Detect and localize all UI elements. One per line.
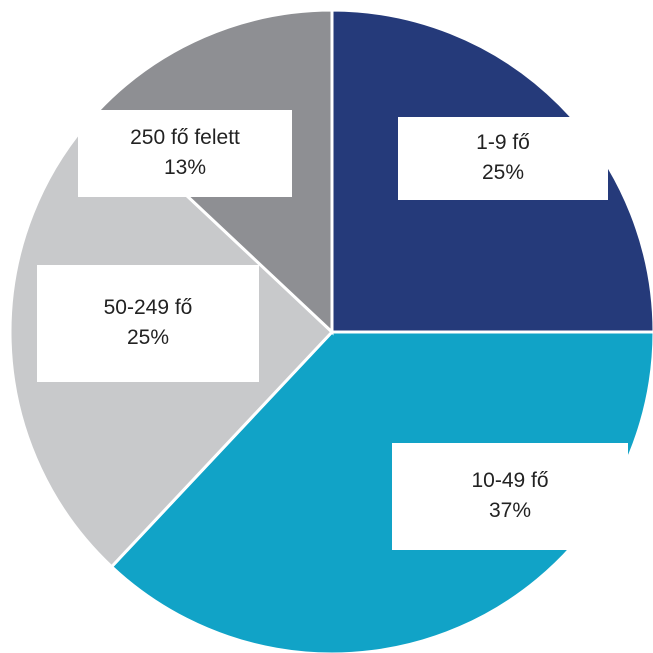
slice-label: 50-249 fő (104, 296, 193, 319)
slice-label: 10-49 fő (471, 469, 548, 492)
slice-value-label: 13% (164, 156, 206, 179)
slice-value-label: 37% (489, 499, 531, 522)
slice-value-label: 25% (482, 161, 524, 184)
slice-value-label: 25% (127, 326, 169, 349)
label-box (392, 443, 628, 550)
label-box (78, 110, 292, 197)
slice-label: 1-9 fő (476, 131, 530, 154)
label-box (37, 265, 259, 382)
label-box (398, 117, 608, 200)
pie-slice (109, 330, 653, 653)
slice-label: 250 fő felett (130, 126, 240, 149)
